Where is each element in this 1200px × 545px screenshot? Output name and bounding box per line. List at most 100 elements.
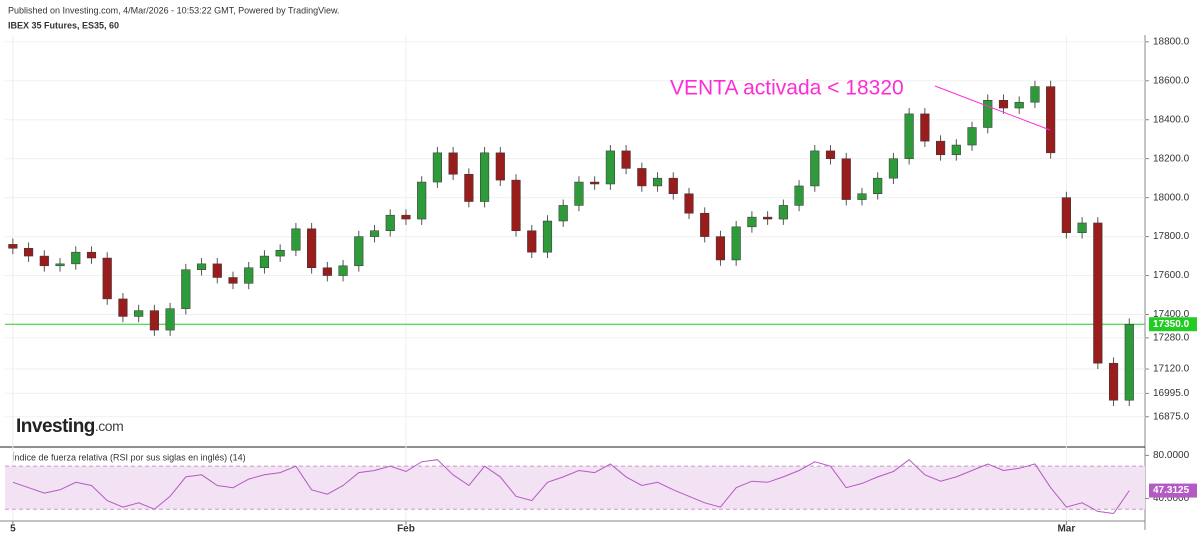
candle-body xyxy=(228,277,238,284)
candle-body xyxy=(998,99,1009,109)
y-tick-label: 17400.0 xyxy=(1153,309,1190,320)
candle-body xyxy=(920,113,930,142)
y-tick-label: 17280.0 xyxy=(1153,333,1190,344)
y-tick-label: 17800.0 xyxy=(1153,231,1190,242)
candle-body xyxy=(684,193,694,214)
candle-body xyxy=(558,205,568,222)
candle-body xyxy=(888,158,898,179)
candle-body xyxy=(511,179,521,231)
y-tick-label: 40.0000 xyxy=(1153,493,1190,504)
candle-body xyxy=(307,228,317,269)
candle-body xyxy=(495,152,505,181)
y-tick-label: 80.0000 xyxy=(1153,450,1190,461)
candle-body xyxy=(275,249,285,257)
candle-body xyxy=(71,251,81,265)
x-tick-label: 5 xyxy=(10,524,16,535)
candle-body xyxy=(652,177,663,187)
candle-body xyxy=(86,251,97,259)
candle-body xyxy=(825,150,836,159)
candle-body xyxy=(448,152,458,175)
rsi-last-label: 47.3125 xyxy=(1153,485,1190,496)
candle-body xyxy=(1093,222,1103,364)
last-price-box xyxy=(1149,317,1197,332)
rsi-last-box xyxy=(1149,483,1197,498)
candle-body xyxy=(24,248,34,257)
y-tick-label: 18600.0 xyxy=(1153,75,1190,86)
candle-body xyxy=(8,244,18,249)
candle-body xyxy=(700,212,710,237)
y-tick-label: 18000.0 xyxy=(1153,192,1190,203)
y-tick-label: 18200.0 xyxy=(1153,153,1190,164)
candle-body xyxy=(165,308,175,331)
candle-body xyxy=(102,257,112,300)
candle-body xyxy=(244,267,254,284)
candle-body xyxy=(621,150,631,169)
candle-body xyxy=(291,228,301,251)
candle-body xyxy=(417,181,427,220)
candle-body xyxy=(1046,86,1056,154)
candle-body xyxy=(369,230,380,237)
candle-body xyxy=(731,226,741,261)
candle-body xyxy=(542,220,553,253)
last-price-label: 17350.0 xyxy=(1153,319,1190,330)
candle-body xyxy=(480,152,490,202)
logo-suffix: .com xyxy=(95,418,123,434)
candle-body xyxy=(841,158,851,200)
candle-body xyxy=(55,263,65,267)
candle-body xyxy=(857,193,867,200)
rsi-line xyxy=(12,459,1130,515)
candle-body xyxy=(668,177,678,194)
symbol-title: IBEX 35 Futures, ES35, 60 xyxy=(8,20,119,30)
candle-body xyxy=(715,236,726,261)
logo: Investing.com xyxy=(16,416,123,437)
candle-body xyxy=(1014,101,1024,109)
candle-body xyxy=(794,185,804,206)
y-tick-label: 18400.0 xyxy=(1153,114,1190,125)
candle-body xyxy=(1077,222,1087,233)
y-tick-label: 16995.0 xyxy=(1153,388,1190,399)
candle-body xyxy=(196,263,207,270)
y-tick-label: 16875.0 xyxy=(1153,411,1190,422)
candle-body xyxy=(590,181,600,185)
candle-body xyxy=(338,265,348,276)
candle-body xyxy=(967,127,977,146)
rsi-band xyxy=(5,466,1145,510)
candle-body xyxy=(1030,86,1040,103)
candle-body xyxy=(747,216,757,228)
y-tick-label: 17600.0 xyxy=(1153,270,1190,281)
candle-body xyxy=(322,267,332,276)
y-tick-label: 17120.0 xyxy=(1153,364,1190,375)
candle-body xyxy=(464,174,474,202)
candle-body xyxy=(951,144,961,156)
candle-body xyxy=(212,263,222,278)
candle-body xyxy=(983,99,993,128)
annotation-line xyxy=(934,85,1051,131)
annotation: VENTA activada < 18320 xyxy=(670,77,904,100)
candle-body xyxy=(904,113,914,159)
candle-body xyxy=(810,150,820,187)
candle-body xyxy=(432,152,442,183)
candle-body xyxy=(134,310,144,317)
candle-body xyxy=(385,214,395,231)
candle-body xyxy=(936,140,946,156)
logo-name: Investing xyxy=(16,416,95,437)
candle-body xyxy=(401,214,411,220)
candle-body xyxy=(873,177,883,194)
candle-body xyxy=(778,205,788,220)
candle-body xyxy=(574,181,584,206)
candle-body xyxy=(354,236,364,267)
candle-body xyxy=(763,216,773,220)
rsi-title: Índice de fuerza relativa (RSI por sus s… xyxy=(12,452,246,462)
candle-body xyxy=(1108,362,1119,401)
candle-body xyxy=(527,230,537,253)
candle-body xyxy=(605,150,615,185)
x-tick-label: Feb xyxy=(397,524,415,535)
candle-body xyxy=(1124,323,1134,401)
candle-body xyxy=(181,269,191,309)
candle-body xyxy=(637,168,647,187)
candle-body xyxy=(149,310,159,331)
x-tick-label: Mar xyxy=(1057,524,1075,535)
y-tick-label: 18800.0 xyxy=(1153,36,1190,47)
